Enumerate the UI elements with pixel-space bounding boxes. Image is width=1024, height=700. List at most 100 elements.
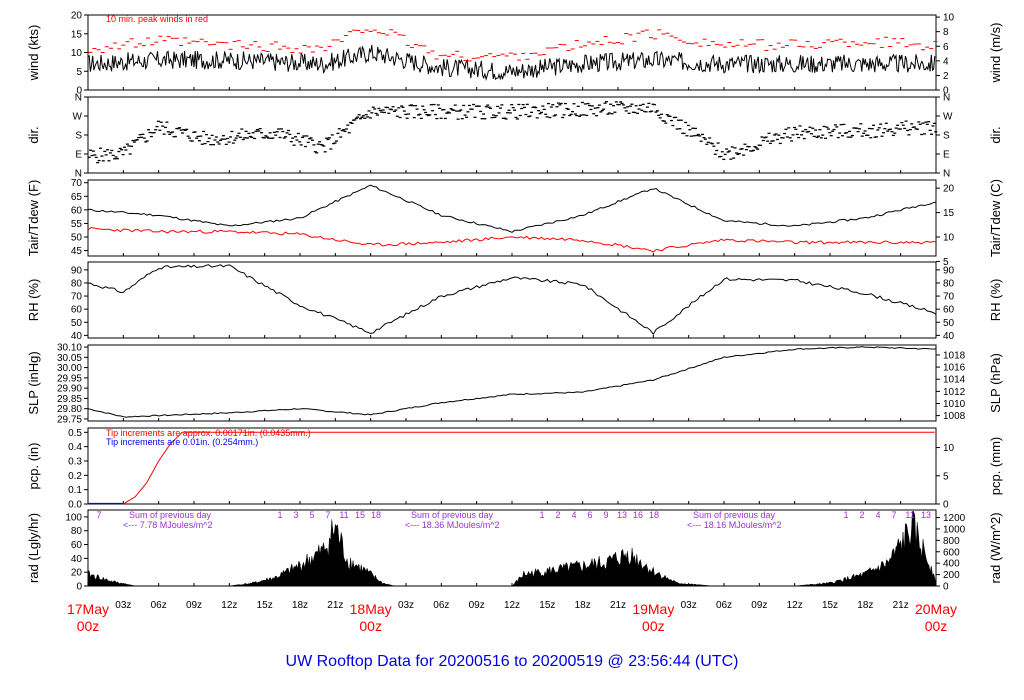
x-date-label: 20May: [915, 601, 957, 617]
x-date-hour: 00z: [359, 618, 382, 634]
y-tick-label-right: 5: [943, 471, 949, 482]
y-tick-label-left: 29.95: [57, 373, 82, 384]
rad-sum-value: <--- 7.78 MJoules/m^2: [123, 520, 213, 530]
y-tick-label-left: 0.2: [68, 471, 82, 482]
x-date-label: 19May: [632, 601, 674, 617]
x-tick-label: 06z: [151, 600, 167, 611]
y-label-left-rad: rad (Lgly/hr): [26, 513, 41, 583]
x-tick-label: 09z: [186, 600, 202, 611]
y-tick-label-right: 10: [943, 13, 955, 24]
y-tick-label-left: 0.4: [68, 442, 82, 453]
y-tick-label-left: 0: [76, 582, 82, 593]
x-tick-label: 12z: [504, 600, 520, 611]
y-label-left-slp: SLP (inHg): [26, 351, 41, 414]
y-tick-label-right: 0: [943, 86, 949, 97]
y-tick-label-left: 0.5: [68, 428, 82, 439]
x-tick-label: 15z: [257, 600, 273, 611]
wind-note: 10 min. peak winds in red: [106, 14, 208, 24]
x-tick-label: 09z: [469, 600, 485, 611]
x-tick-label: 18z: [292, 600, 308, 611]
y-tick-label-right: 4: [943, 56, 949, 67]
y-tick-label-left: 55: [71, 219, 83, 230]
solar-hour-label: 5: [309, 510, 314, 520]
y-tick-label-left: N: [75, 93, 82, 104]
y-tick-label-right: 70: [943, 292, 955, 303]
panel-frame-rad: [87, 509, 937, 587]
y-tick-label-left: 20: [71, 11, 83, 22]
y-label-right-rad: rad (W/m^2): [988, 512, 1003, 583]
y-label-right-wind: wind (m/s): [988, 23, 1003, 84]
y-tick-label-left: 29.80: [57, 404, 82, 415]
y-tick-label-right: 1010: [943, 399, 966, 410]
figure-title: UW Rooftop Data for 20200516 to 20200519…: [286, 653, 739, 670]
solar-hour-label: 18: [371, 510, 381, 520]
solar-hour-label: 11: [339, 510, 348, 520]
y-tick-label-left: 30.00: [57, 363, 82, 374]
x-date-label: 17May: [67, 601, 109, 617]
solar-hour-label: 9: [603, 510, 608, 520]
x-tick-label: 12z: [787, 600, 803, 611]
radiation-area: [87, 511, 937, 587]
x-date-hour: 00z: [925, 618, 948, 634]
x-tick-label: 03z: [115, 600, 131, 611]
x-tick-label: 21z: [327, 600, 343, 611]
y-tick-label-right: 10: [943, 233, 955, 244]
y-tick-label-right: 6: [943, 42, 949, 53]
y-tick-label-right: 20: [943, 184, 955, 195]
air-temp-series: [87, 184, 937, 233]
y-label-right-dir: dir.: [988, 126, 1003, 143]
y-tick-label-right: 5: [943, 257, 949, 268]
y-tick-label-left: 20: [71, 568, 83, 579]
solar-hour-label: 7: [96, 510, 101, 520]
y-tick-label-left: 29.90: [57, 384, 82, 395]
y-tick-label-left: 50: [71, 233, 83, 244]
y-tick-label-left: 40: [71, 331, 83, 342]
y-tick-label-right: 1000: [943, 524, 966, 535]
y-tick-label-left: 80: [71, 526, 83, 537]
y-tick-label-right: 40: [943, 331, 955, 342]
y-tick-label-left: 30.05: [57, 353, 82, 364]
x-date-hour: 00z: [642, 618, 665, 634]
panel-frame-slp: [87, 344, 937, 422]
rad-sum-label: Sum of previous day: [129, 510, 212, 520]
x-tick-label: 21z: [610, 600, 626, 611]
y-tick-label-left: 50: [71, 318, 83, 329]
y-tick-label-left: 29.75: [57, 414, 82, 425]
x-tick-label: 15z: [539, 600, 555, 611]
y-tick-label-left: 65: [71, 192, 83, 203]
y-tick-label-right: 80: [943, 278, 955, 289]
y-tick-label-right: 0: [943, 582, 949, 593]
solar-hour-label: 6: [587, 510, 592, 520]
y-label-left-dir: dir.: [26, 126, 41, 143]
y-tick-label-right: 1008: [943, 411, 966, 422]
y-label-right-rh: RH (%): [988, 279, 1003, 322]
y-tick-label-right: 1016: [943, 363, 966, 374]
y-tick-label-right: E: [943, 150, 950, 161]
y-tick-label-right: 1012: [943, 387, 966, 398]
y-tick-label-left: 100: [65, 512, 82, 523]
y-tick-label-left: 10: [71, 48, 83, 59]
y-tick-label-right: 2: [943, 71, 949, 82]
y-tick-label-left: 0: [76, 86, 82, 97]
y-label-right-temp: Tair/Tdew (C): [988, 179, 1003, 257]
y-tick-label-right: 15: [943, 208, 955, 219]
solar-hour-label: 4: [875, 510, 880, 520]
y-tick-label-right: 8: [943, 27, 949, 38]
y-tick-label-right: 50: [943, 318, 955, 329]
y-tick-label-left: 0.1: [68, 485, 82, 496]
y-tick-label-left: 5: [76, 67, 82, 78]
y-tick-label-right: 90: [943, 265, 955, 276]
y-tick-label-left: 60: [71, 540, 83, 551]
panel-frame-temp: [87, 179, 937, 257]
solar-hour-label: 13: [617, 510, 627, 520]
y-tick-label-left: 30.10: [57, 343, 82, 354]
y-tick-label-right: 10: [943, 443, 955, 454]
x-tick-label: 21z: [893, 600, 909, 611]
x-tick-label: 09z: [751, 600, 767, 611]
slp-series: [87, 346, 936, 418]
rad-sum-label: Sum of previous day: [411, 510, 494, 520]
solar-hour-label: 4: [571, 510, 576, 520]
x-tick-label: 03z: [681, 600, 697, 611]
pcp-red-series: [123, 431, 935, 505]
